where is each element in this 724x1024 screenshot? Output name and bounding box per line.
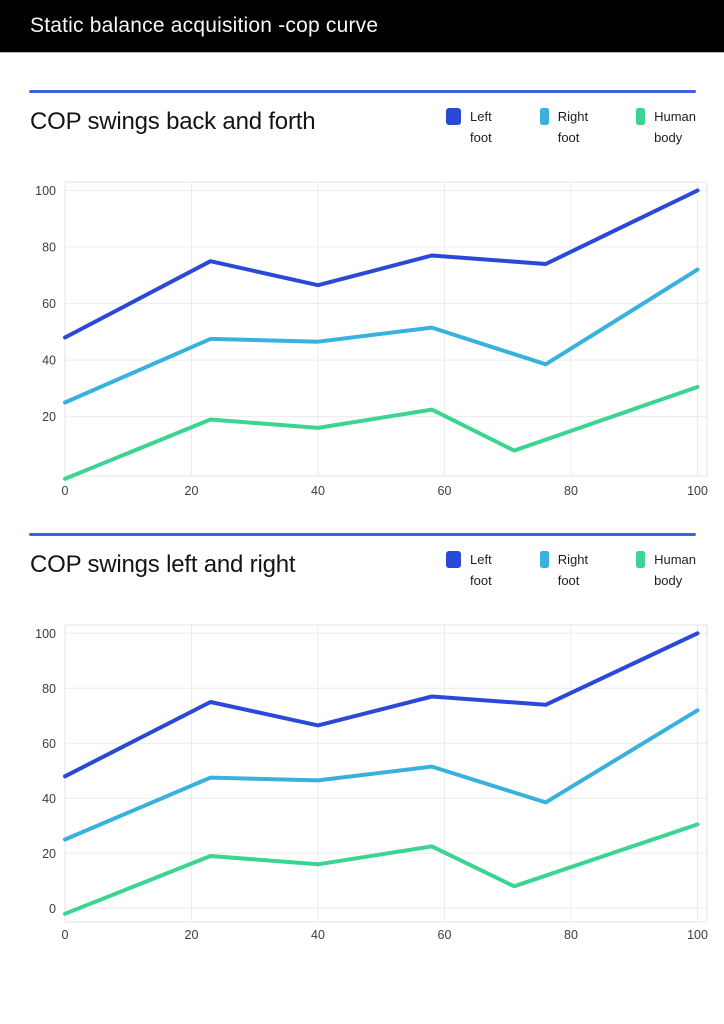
- x-tick-label: 40: [311, 928, 325, 942]
- x-tick-label: 0: [62, 484, 69, 498]
- section-divider: [29, 90, 696, 93]
- x-tick-label: 40: [311, 484, 325, 498]
- series-line-human-body: [63, 385, 700, 481]
- plot-border: [64, 624, 708, 923]
- legend-label: Right foot: [557, 109, 589, 145]
- main-content: COP swings back and forth Left foot Right f…: [0, 90, 724, 959]
- section-divider: [29, 533, 696, 536]
- x-tick-label: 60: [438, 928, 452, 942]
- legend-item-left-foot: Left foot: [446, 549, 492, 591]
- legend-item-human-body: Human body: [636, 549, 696, 591]
- section-cop-left-right: COP swings left and right Left foot Right f…: [0, 533, 724, 959]
- y-tick-label: 60: [42, 297, 56, 311]
- series-line-right-foot: [63, 708, 700, 842]
- y-tick-label: 20: [42, 847, 56, 861]
- legend-swatch-right-foot: [539, 108, 549, 125]
- section-head: COP swings back and forth Left foot Right f…: [0, 106, 724, 148]
- legend-label: Human body: [654, 109, 696, 145]
- y-tick-label: 40: [42, 354, 56, 368]
- x-tick-label: 20: [185, 928, 199, 942]
- y-tick-label: 20: [42, 410, 56, 424]
- chart-title-back-forth: COP swings back and forth: [30, 108, 316, 135]
- y-tick-label: 40: [42, 792, 56, 806]
- x-tick-label: 80: [564, 928, 578, 942]
- y-tick-label: 100: [35, 184, 56, 198]
- legend-label: Left foot: [470, 552, 492, 588]
- legend-label: Left foot: [470, 109, 492, 145]
- legend-item-left-foot: Left foot: [446, 106, 492, 148]
- chart-legend: Left foot Right foot Human body: [446, 549, 696, 591]
- legend-item-right-foot: Right foot: [539, 106, 589, 148]
- x-tick-label: 100: [687, 928, 708, 942]
- legend-swatch-human-body: [636, 108, 646, 125]
- legend-label: Human body: [654, 552, 696, 588]
- line-chart-back-forth: 20 40 60 80 100 0 20 40 60 80 100: [35, 181, 708, 498]
- series-line-human-body: [63, 822, 700, 916]
- x-tick-label: 100: [687, 484, 708, 498]
- legend-swatch-human-body: [636, 551, 646, 568]
- x-tick-label: 80: [564, 484, 578, 498]
- app-header: Static balance acquisition -cop curve: [0, 0, 724, 53]
- chart-title-left-right: COP swings left and right: [30, 551, 296, 578]
- legend-swatch-right-foot: [539, 551, 549, 568]
- section-cop-back-forth: COP swings back and forth Left foot Right f…: [0, 90, 724, 509]
- y-tick-label: 80: [42, 682, 56, 696]
- x-tick-label: 0: [62, 928, 69, 942]
- series-line-right-foot: [63, 267, 700, 405]
- plot-border: [64, 181, 708, 477]
- legend-swatch-left-foot: [446, 551, 462, 568]
- y-tick-label: 80: [42, 241, 56, 255]
- y-tick-label: 100: [35, 627, 56, 641]
- legend-label: Right foot: [557, 552, 589, 588]
- line-chart-left-right: 0 20 40 60 80 100 0 20 40 60 80 100: [35, 624, 708, 942]
- series-line-left-foot: [63, 631, 700, 779]
- page-title: Static balance acquisition -cop curve: [30, 14, 379, 37]
- series-line-left-foot: [63, 188, 700, 340]
- x-tick-label: 60: [438, 484, 452, 498]
- legend-item-human-body: Human body: [636, 106, 696, 148]
- chart-legend: Left foot Right foot Human body: [446, 106, 696, 148]
- legend-swatch-left-foot: [446, 108, 462, 125]
- x-tick-label: 20: [185, 484, 199, 498]
- y-tick-label: 0: [49, 902, 56, 916]
- section-head: COP swings left and right Left foot Right f…: [0, 549, 724, 591]
- y-tick-label: 60: [42, 737, 56, 751]
- legend-item-right-foot: Right foot: [539, 549, 589, 591]
